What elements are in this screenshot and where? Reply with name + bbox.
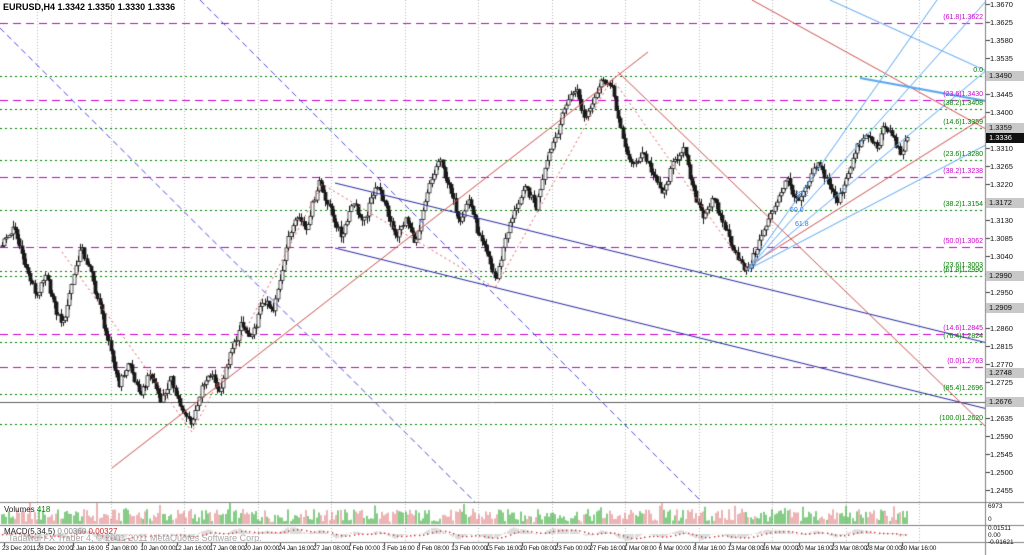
time-axis-label: 2 Jan 16:00 [71,545,103,552]
price-tick-label: 1.2545 [990,450,1013,459]
time-axis-label: 15 Feb 16:00 [485,545,522,552]
time-axis-label: 20 Mar 16:00 [796,545,833,552]
macd-scale-label: -0.01621 [988,539,1014,546]
price-tick-label: 1.2725 [990,378,1013,387]
axis-price-marker: 1.3359 [986,123,1024,134]
macd-scale-label: 0.01511 [988,525,1012,532]
fib-level-label: (14.6)1.3359 [943,119,983,127]
fib-level-label: (50.0)1.3062 [943,238,983,246]
fib-level-label: (100.0)1.2620 [939,415,983,422]
time-axis-label: 17 Jan 08:00 [209,545,245,552]
fib-level-label: 0.0 [973,67,983,74]
fib-level-label: (38.2)1.3238 [943,167,983,175]
time-axis-label: 20 Jan 00:00 [243,545,280,552]
axis-price-marker: 1.2990 [986,271,1024,281]
time-axis-label: 1 Mar 08:00 [623,545,657,552]
axis-price-marker: 1.3336 [986,132,1024,143]
fib-level-label: (23.6)1.3003 [943,261,983,269]
time-axis-label: 23 Dec 2011 [2,545,37,552]
time-axis-label: 16 Mar 00:00 [762,545,798,552]
fib-level-label: (76.4)1.2824 [943,333,983,341]
axis-price-marker: 1.3172 [986,198,1024,209]
macd-scale-label: 0.00 [988,532,1001,539]
time-axis-label: 27 Feb 16:00 [589,545,626,552]
time-axis-label: 28 Dec 20:00 [36,545,73,552]
time-axis-label: 3 Feb 16:00 [382,545,415,552]
axis-price-marker: 1.2676 [986,396,1024,407]
fib-level-label: (38.2)1.3154 [943,201,983,209]
price-tick-label: 1.3265 [990,162,1013,171]
price-tick-label: 1.2770 [990,360,1013,369]
price-tick-label: 1.3535 [990,54,1013,63]
fan-percent-label: 50.0 [790,207,804,214]
fib-level-label: (38.2)1.3408 [943,99,983,107]
time-axis-label: 8 Mar 16:00 [693,545,726,552]
time-axis-label: 28 Mar 00:00 [865,545,902,552]
price-tick-label: 1.3625 [990,18,1013,27]
price-tick-label: 1.3580 [990,36,1013,45]
price-tick-label: 1.3130 [990,216,1013,225]
time-axis-label: 6 Mar 00:00 [658,545,691,552]
price-tick-label: 1.3085 [990,234,1013,243]
time-axis-label: 30 Mar 16:00 [900,545,937,552]
fan-percent-label: 38.2 [795,191,809,198]
price-tick-label: 1.2635 [990,414,1013,423]
time-axis-label: 5 Jan 08:00 [105,545,138,552]
fib-level-label: (14.6)1.2845 [943,325,983,332]
time-axis-label: 1 Feb 00:00 [347,545,381,552]
time-axis-label: 20 Feb 08:00 [520,545,557,552]
volume-scale-label: 0 [988,516,992,523]
time-axis-label: 23 Feb 00:00 [554,545,591,552]
fib-level-label: (23.6)1.3430 [943,91,983,98]
price-tick-label: 1.3670 [990,0,1013,9]
time-axis-label: 10 Jan 00:00 [140,545,176,552]
axis-price-marker: 1.2909 [986,303,1024,314]
fib-level-label: (61.8)1.3622 [943,14,983,22]
time-axis-label: 12 Jan 16:00 [174,545,210,552]
time-axis-label: 24 Jan 16:00 [278,545,314,552]
price-tick-label: 1.3445 [990,90,1013,99]
price-tick-label: 1.3310 [990,144,1013,153]
axis-price-marker: 1.3490 [986,71,1024,81]
time-axis-label: 13 Feb 00:00 [451,545,488,552]
time-axis-label: 27 Jan 08:00 [312,545,349,552]
price-tick-label: 1.2500 [990,468,1013,477]
price-tick-label: 1.2860 [990,324,1013,333]
fib-level-label: (61.8)1.2990 [943,267,983,274]
fib-level-label: (85.4)1.2696 [943,384,983,392]
axis-price-marker: 1.2748 [986,367,1024,378]
price-tick-label: 1.3040 [990,252,1013,261]
price-tick-label: 1.3220 [990,180,1013,189]
price-tick-label: 1.2815 [990,342,1013,351]
price-tick-label: 1.2455 [990,486,1013,495]
price-tick-label: 1.2950 [990,288,1013,297]
time-axis-label: 8 Feb 08:00 [416,545,450,552]
fan-percent-label: 61.8 [795,221,809,228]
fib-level-label: (0.0)1.2763 [947,357,983,365]
price-tick-label: 1.2590 [990,432,1013,441]
fib-level-label: (23.6)1.3280 [943,151,983,158]
time-axis-label: 23 Mar 08:00 [831,545,868,552]
volume-scale-label: 6973 [988,503,1003,510]
price-tick-label: 1.3400 [990,108,1013,117]
time-axis-label: 13 Mar 08:00 [727,545,764,552]
